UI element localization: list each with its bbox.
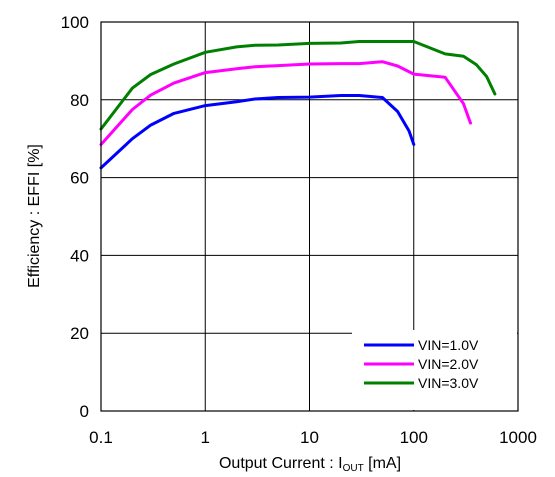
y-tick-label: 100 <box>61 13 89 32</box>
series-line-vin-2-0v <box>99 60 472 146</box>
y-tick-label: 20 <box>70 324 89 343</box>
y-tick-label: 80 <box>70 91 89 110</box>
series-line-vin-3-0v <box>99 40 497 131</box>
series-line-vin-1-0v <box>99 94 416 170</box>
x-axis-label-main: Output Current : I <box>219 455 343 472</box>
legend-label-vin-2v: VIN=2.0V <box>418 356 479 372</box>
x-axis-label: Output Current : IOUT [mA] <box>219 455 401 474</box>
legend-box <box>352 330 517 410</box>
plot-frame <box>100 21 519 412</box>
x-tick-label: 10 <box>300 428 319 447</box>
y-tick-label: 0 <box>80 402 89 421</box>
legend-label-vin-3v: VIN=3.0V <box>418 375 479 391</box>
x-axis-label-subscript: OUT <box>343 463 364 474</box>
x-axis-label-unit: [mA] <box>364 455 401 472</box>
legend-label-vin-1v: VIN=1.0V <box>418 337 479 353</box>
series-layer <box>99 40 497 170</box>
tick-label-layer: 0.1 1 10 100 1000 0 20 40 60 80 100 <box>61 13 537 447</box>
y-axis-label: Efficiency : EFFI [%] <box>26 144 43 288</box>
grid-layer <box>101 22 518 411</box>
y-tick-label: 40 <box>70 246 89 265</box>
x-tick-label: 0.1 <box>89 428 113 447</box>
x-tick-label: 1000 <box>499 428 537 447</box>
y-tick-label: 60 <box>70 169 89 188</box>
legend: VIN=1.0V VIN=2.0V VIN=3.0V <box>352 330 517 410</box>
x-tick-label: 1 <box>201 428 210 447</box>
x-tick-label: 100 <box>400 428 428 447</box>
